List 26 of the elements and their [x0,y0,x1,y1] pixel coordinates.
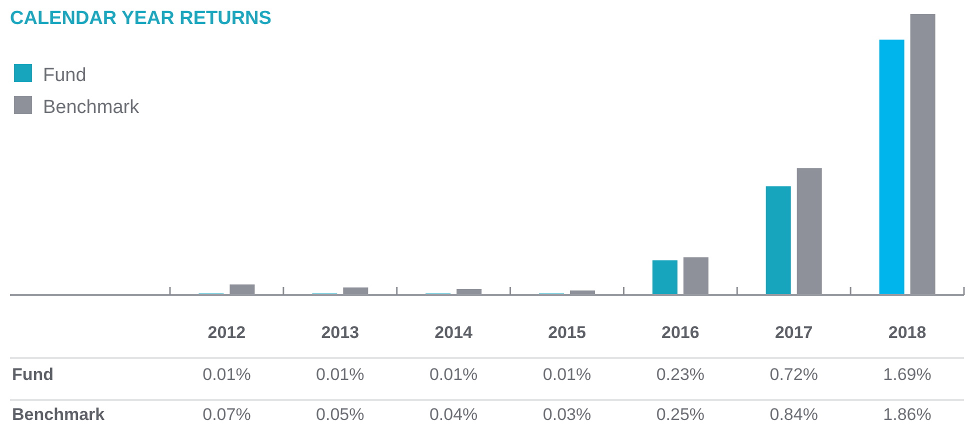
data-label: 0.01% [429,365,478,384]
x-tick-label: 2016 [662,323,700,342]
x-tick-label: 2013 [321,323,360,342]
legend-label: Benchmark [43,97,140,118]
data-label: 0.07% [202,405,251,424]
x-tick-label: 2017 [774,323,813,342]
x-tick-label: 2018 [888,323,926,342]
data-label: 0.04% [429,405,478,424]
data-label: 0.05% [316,405,364,424]
text: Fund [12,365,54,384]
data-label: 0.03% [542,405,592,424]
chart-title: CALENDAR YEAR RETURNS [10,8,272,29]
data-label: 0.25% [656,405,705,424]
x-tick-label: 2012 [208,323,246,342]
x-tick-label: 2015 [548,323,586,342]
data-label: 0.01% [316,365,364,384]
data-label: 0.72% [770,365,818,384]
data-label: 0.23% [656,365,705,384]
x-tick-label: 2014 [434,323,474,342]
data-label: 1.86% [883,405,932,424]
data-label: 0.01% [542,365,592,384]
data-label: 0.84% [770,405,818,424]
text: Benchmark [12,405,105,424]
data-label: 0.01% [202,365,251,384]
legend-label: Fund [43,65,86,86]
data-label: 1.69% [883,365,932,384]
